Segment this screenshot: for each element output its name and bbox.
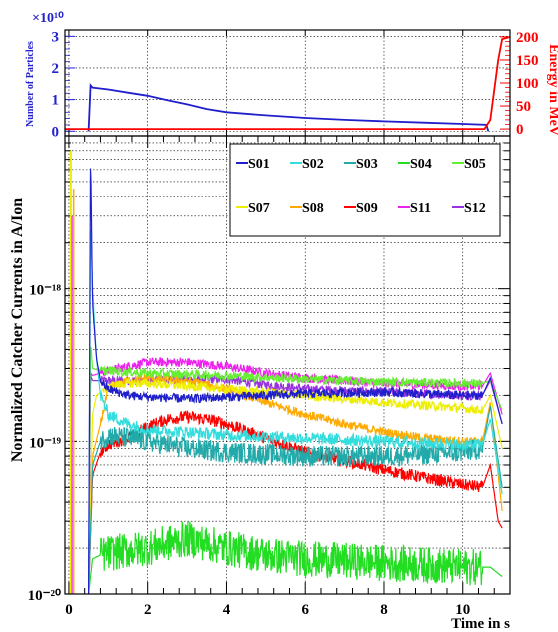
top-left-tick-label: 2 — [52, 61, 60, 77]
top-right-tick-label: 50 — [516, 99, 531, 115]
legend-label-s01: S01 — [248, 157, 270, 172]
y-tick-label: 10⁻²⁰ — [28, 588, 61, 604]
top-ylabel: Number of Particles — [25, 41, 36, 127]
y-tick-label: 10⁻¹⁹ — [29, 435, 61, 451]
legend-label-s04: S04 — [410, 157, 432, 172]
legend-label-s02: S02 — [302, 157, 324, 172]
series-line-s08 — [88, 372, 503, 595]
legend-label-s11: S11 — [410, 201, 431, 216]
top-right-tick-label: 100 — [516, 76, 539, 92]
x-tick-label: 10 — [455, 602, 470, 618]
y-axis-label: Normalized Catcher Currents in A/Ion — [9, 198, 26, 462]
energy-series-line — [65, 36, 511, 130]
bottom-frame — [64, 135, 511, 595]
x-tick-label: 6 — [301, 602, 309, 618]
legend-label-s07: S07 — [248, 201, 270, 216]
x-tick-label: 2 — [144, 602, 152, 618]
particles-series-line — [87, 83, 490, 132]
series-line-s01 — [88, 168, 503, 595]
legend-box — [229, 143, 501, 237]
x-tick-label: 0 — [65, 602, 73, 618]
top-right-tick-label: 0 — [516, 122, 524, 138]
series-line-s05 — [88, 346, 503, 595]
x-tick-label: 4 — [223, 602, 231, 618]
legend-label-s12: S12 — [464, 201, 486, 216]
legend-label-s05: S05 — [464, 157, 486, 172]
x-axis-label: Time in s — [451, 616, 510, 632]
exponent-label: ×10¹⁰ — [32, 11, 64, 26]
top-right-tick-label: 200 — [516, 30, 539, 46]
top-frame — [64, 29, 511, 137]
legend-label-s08: S08 — [302, 201, 324, 216]
series-line-s02 — [88, 228, 503, 595]
top-left-tick-label: 0 — [52, 124, 60, 140]
particles-energy-panel: 0 1 2 3 0 50 100 150 200 ×10¹⁰ Number of Particles… — [25, 11, 558, 140]
top-left-tick-label: 1 — [52, 93, 60, 109]
legend-label-s09: S09 — [356, 201, 378, 216]
y-tick-label: 10⁻¹⁸ — [29, 283, 61, 299]
top-left-tick-label: 3 — [52, 29, 60, 45]
top-ylabel-right: Energy in MeV — [546, 44, 558, 136]
x-tick-label: 8 — [380, 602, 388, 618]
series-line-s07 — [88, 376, 503, 595]
series-line-s11 — [88, 356, 503, 595]
legend-label-s03: S03 — [356, 157, 378, 172]
top-right-tick-label: 150 — [516, 53, 539, 69]
series-line-s04 — [88, 521, 503, 595]
